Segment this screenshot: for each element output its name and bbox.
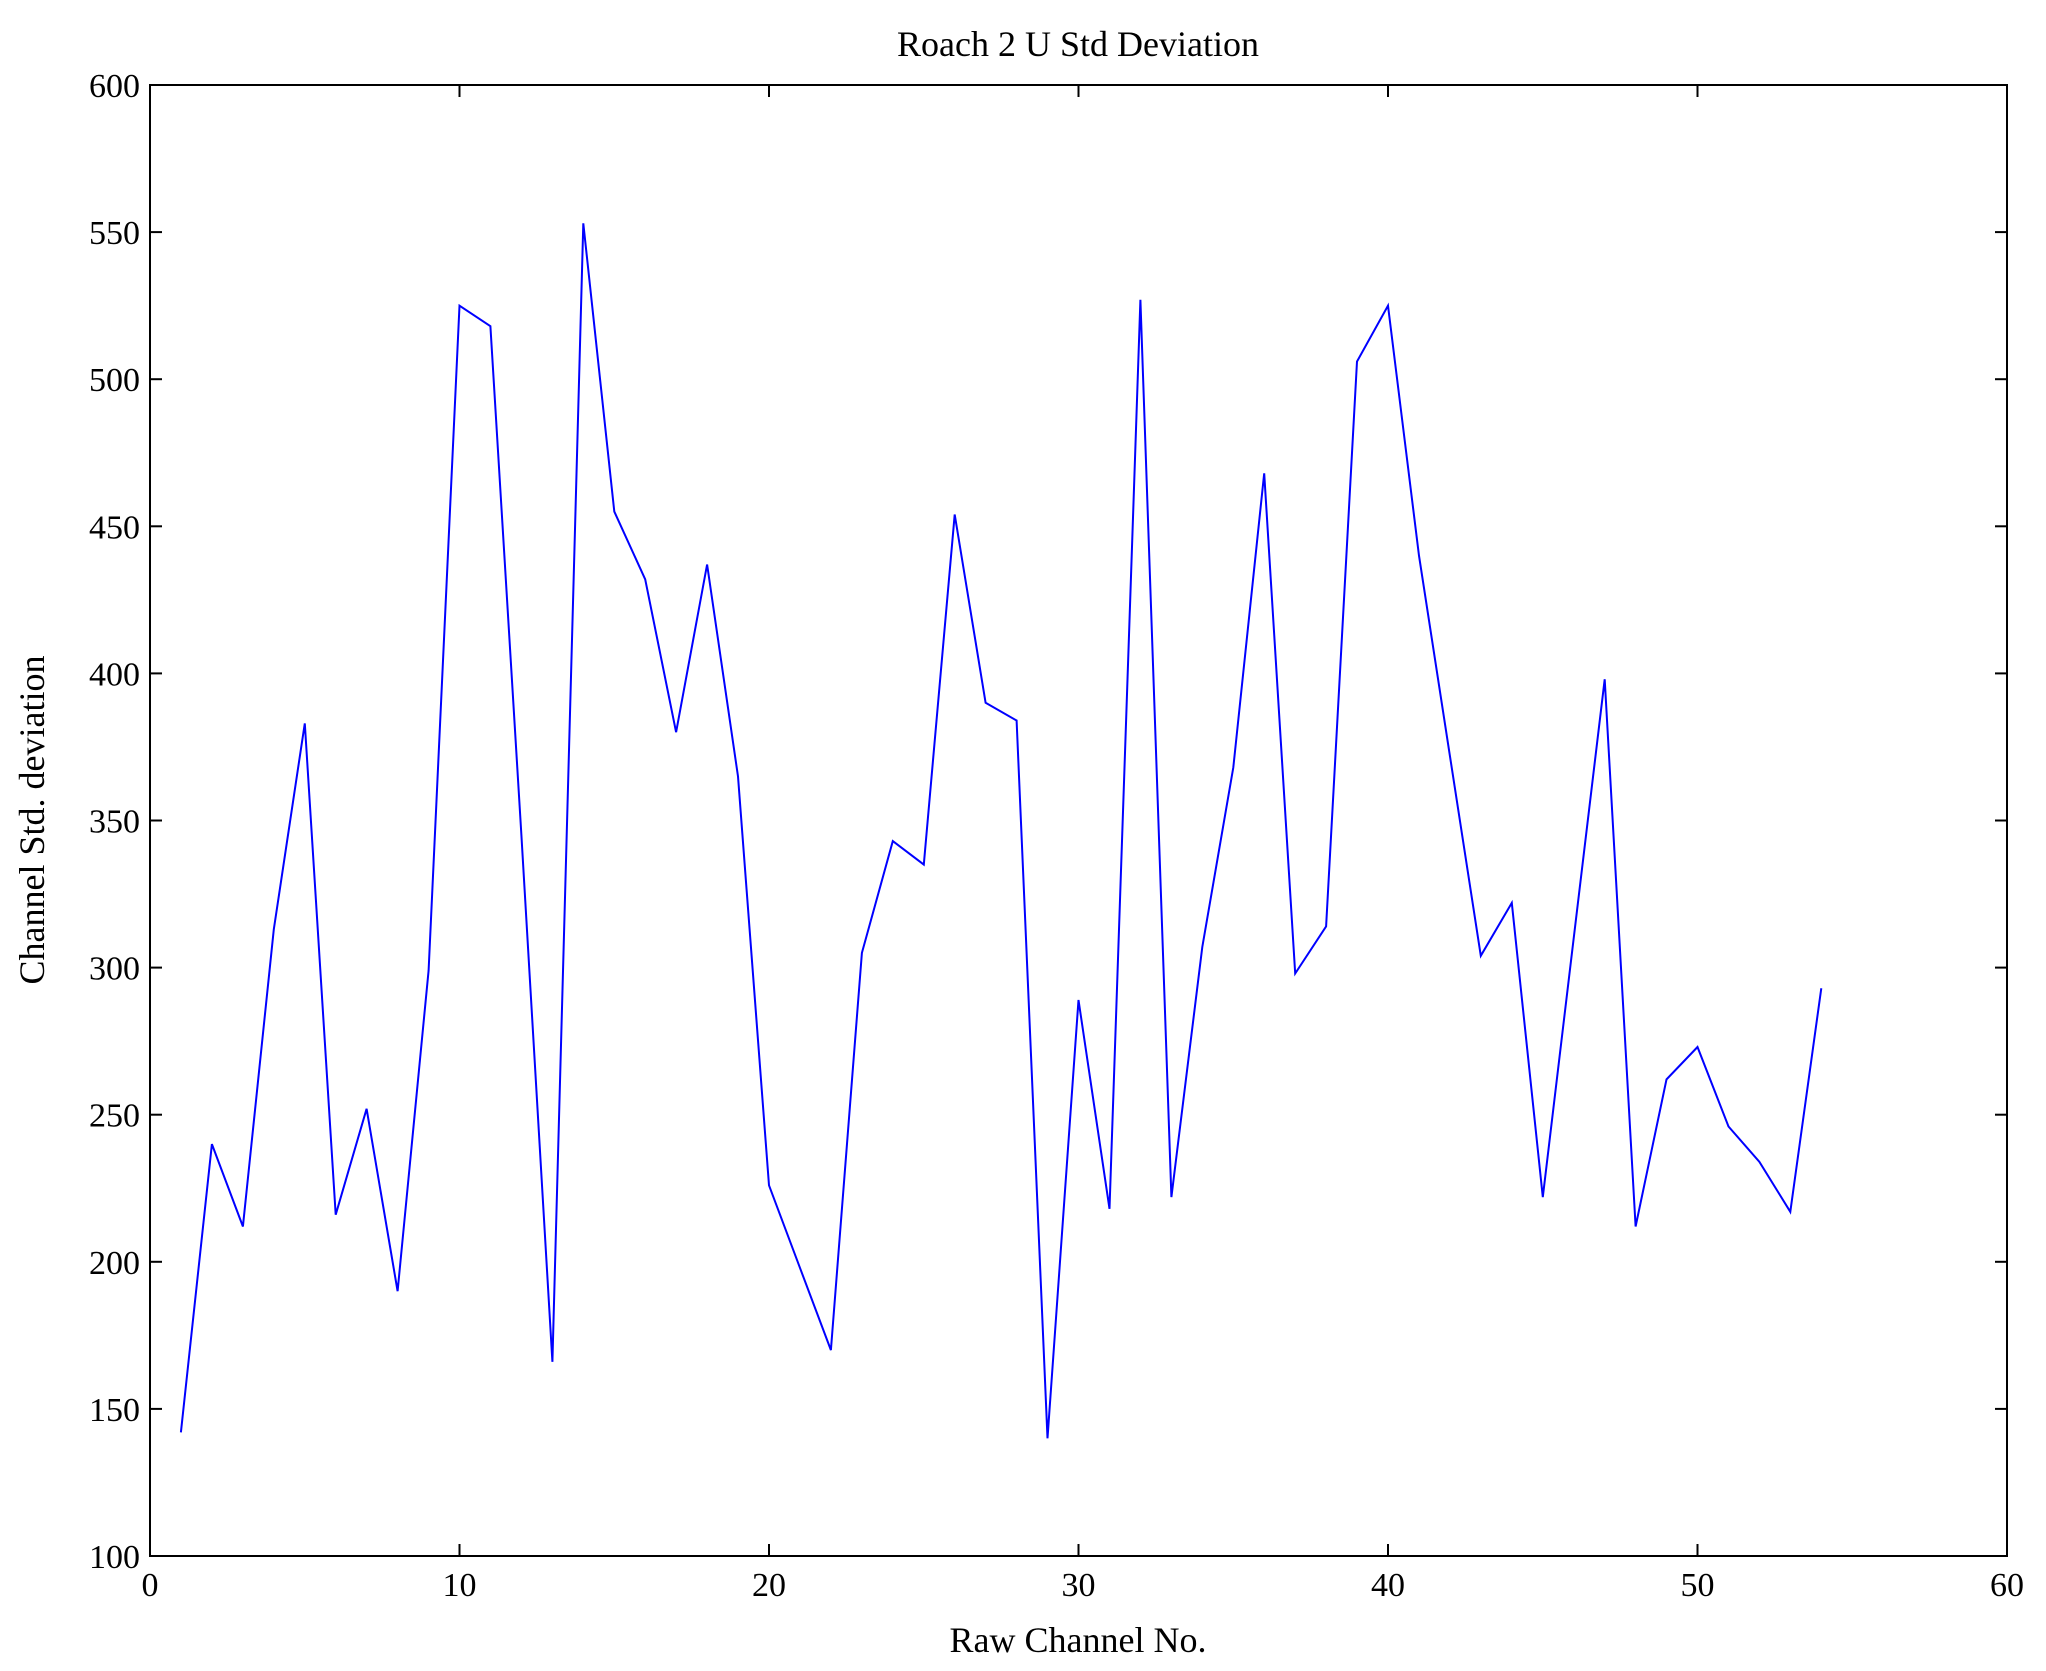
y-tick-label: 500 — [89, 362, 140, 399]
y-tick-label: 350 — [89, 804, 140, 841]
x-tick-label: 30 — [1062, 1567, 1096, 1604]
x-tick-label: 0 — [142, 1567, 159, 1604]
x-axis-label: Raw Channel No. — [950, 1620, 1207, 1660]
x-tick-label: 40 — [1371, 1567, 1405, 1604]
y-tick-label: 600 — [89, 68, 140, 105]
series-line-std — [179, 223, 1823, 1439]
y-tick-label: 250 — [89, 1098, 140, 1135]
y-tick-label: 300 — [89, 951, 140, 988]
y-tick-label: 200 — [89, 1245, 140, 1282]
axis-ticks: 0 10 20 30 40 50 60 100 150 200 250 300 350 400 450 500… — [89, 68, 2024, 1604]
x-tick-label: 60 — [1990, 1567, 2024, 1604]
x-tick-label: 50 — [1681, 1567, 1715, 1604]
y-tick-label: 150 — [89, 1392, 140, 1429]
series-group — [179, 223, 1823, 1439]
y-axis-label: Channel Std. deviation — [12, 656, 52, 985]
y-tick-label: 450 — [89, 509, 140, 546]
y-tick-label: 400 — [89, 656, 140, 693]
y-tick-label: 550 — [89, 215, 140, 252]
x-tick-label: 20 — [752, 1567, 786, 1604]
plot-frame — [149, 84, 2008, 1557]
chart-title: Roach 2 U Std Deviation — [897, 24, 1259, 64]
y-tick-label: 100 — [89, 1539, 140, 1576]
x-tick-label: 10 — [443, 1567, 477, 1604]
